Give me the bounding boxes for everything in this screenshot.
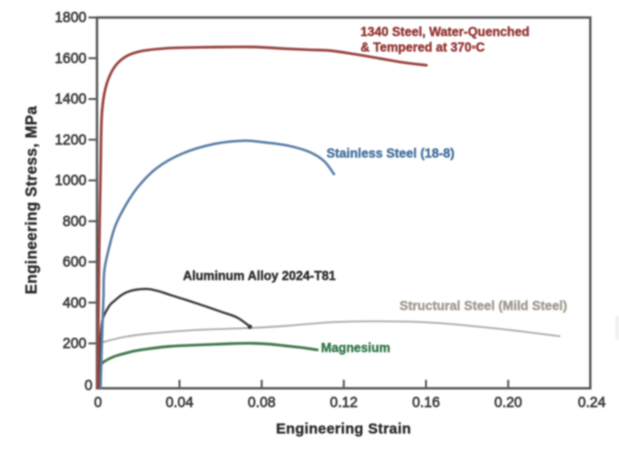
- svg-text:Magnesium: Magnesium: [321, 341, 390, 355]
- svg-text:600: 600: [63, 255, 87, 271]
- svg-text:1340 Steel, Water-Quenched: 1340 Steel, Water-Quenched: [361, 25, 530, 39]
- svg-text:& Tempered at 370°C: & Tempered at 370°C: [361, 40, 485, 55]
- svg-text:0.08: 0.08: [248, 395, 276, 411]
- svg-text:400: 400: [63, 295, 87, 311]
- svg-text:1800: 1800: [55, 10, 87, 26]
- svg-text:1600: 1600: [55, 51, 87, 67]
- svg-text:Structural Steel (Mild Steel): Structural Steel (Mild Steel): [400, 298, 568, 313]
- svg-text:Engineering Stress, MPa: Engineering Stress, MPa: [24, 106, 41, 295]
- svg-text:Engineering Strain: Engineering Strain: [276, 421, 411, 437]
- svg-text:1000: 1000: [55, 173, 87, 189]
- svg-text:0.04: 0.04: [166, 395, 194, 411]
- svg-text:0.12: 0.12: [330, 395, 358, 411]
- svg-text:0.20: 0.20: [494, 395, 522, 411]
- svg-text:0: 0: [85, 378, 93, 394]
- svg-text:800: 800: [63, 214, 87, 230]
- svg-text:Aluminum Alloy 2024-T81: Aluminum Alloy 2024-T81: [183, 269, 336, 283]
- svg-text:200: 200: [63, 336, 87, 352]
- svg-text:Stainless Steel (18-8): Stainless Steel (18-8): [327, 146, 455, 161]
- svg-text:0: 0: [94, 395, 102, 411]
- svg-text:1400: 1400: [55, 92, 87, 108]
- svg-text:1200: 1200: [55, 132, 87, 148]
- svg-text:0.16: 0.16: [412, 395, 440, 411]
- svg-text:0.24: 0.24: [578, 395, 606, 411]
